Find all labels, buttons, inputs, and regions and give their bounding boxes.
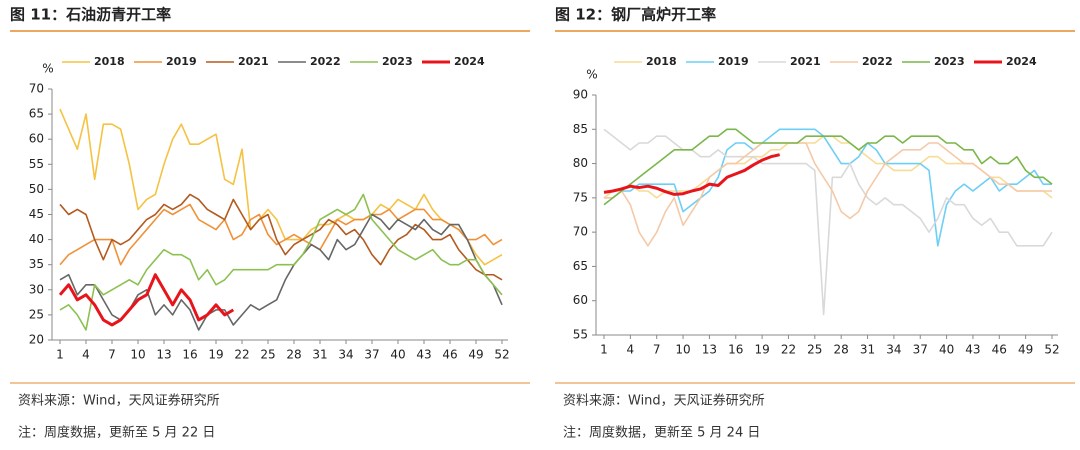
x-tick-label: 34 [338, 348, 353, 362]
x-tick-label: 31 [312, 348, 327, 362]
y-tick-label: 80 [573, 156, 588, 170]
x-tick-label: 13 [702, 343, 717, 357]
source: 资料来源：Wind，天风证券研究所 [563, 393, 765, 409]
series-line [603, 128, 1053, 206]
x-tick-label: 43 [416, 348, 431, 362]
x-tick-label: 52 [1044, 343, 1059, 357]
legend-label: 2019 [718, 55, 749, 68]
y-tick-label: 70 [573, 225, 588, 239]
legend-label: 2022 [862, 55, 893, 68]
legend-label: 2023 [934, 55, 965, 68]
x-tick-label: 43 [965, 343, 980, 357]
series-line [603, 153, 781, 196]
series-line [59, 213, 503, 331]
y-tick-label: 60 [29, 132, 44, 146]
x-tick-label: 49 [1018, 343, 1033, 357]
x-tick-label: 40 [939, 343, 954, 357]
x-tick-label: 25 [260, 348, 275, 362]
series-line [604, 128, 1052, 247]
legend-label: 2024 [454, 55, 485, 68]
x-tick-label: 28 [286, 348, 301, 362]
legend-label: 2023 [382, 55, 413, 68]
x-tick-label: 10 [130, 348, 145, 362]
x-tick-label: 52 [494, 348, 509, 362]
legend-label: 2021 [238, 55, 269, 68]
x-tick-label: 13 [156, 348, 171, 362]
y-tick-label: 55 [29, 157, 44, 171]
series-line [59, 193, 503, 331]
source: 资料来源：Wind，天风证券研究所 [18, 393, 220, 409]
x-tick-label: 19 [754, 343, 769, 357]
legend-label: 2022 [310, 55, 341, 68]
y-unit: % [42, 62, 53, 76]
x-tick-label: 46 [992, 343, 1007, 357]
x-tick-label: 7 [108, 348, 116, 362]
y-tick-label: 75 [573, 190, 588, 204]
note: 注：周度数据，更新至 5 月 22 日 [18, 425, 215, 441]
x-tick-label: 16 [182, 348, 197, 362]
series-line [603, 128, 1053, 316]
x-tick-label: 25 [807, 343, 822, 357]
x-tick-label: 10 [675, 343, 690, 357]
x-tick-label: 34 [886, 343, 901, 357]
series-line [604, 142, 1052, 247]
y-tick-label: 55 [573, 328, 588, 342]
legend-label: 2024 [1006, 55, 1037, 68]
x-tick-label: 37 [913, 343, 928, 357]
x-tick-label: 40 [390, 348, 405, 362]
x-tick-label: 16 [728, 343, 743, 357]
x-tick-label: 22 [781, 343, 796, 357]
x-tick-label: 28 [834, 343, 849, 357]
legend-label: 2018 [646, 55, 677, 68]
y-tick-label: 65 [573, 259, 588, 273]
y-tick-label: 60 [573, 293, 588, 307]
x-tick-label: 4 [82, 348, 90, 362]
x-tick-label: 37 [364, 348, 379, 362]
chart-title: 图 12：钢厂高炉开工率 [555, 6, 716, 24]
y-tick-label: 35 [29, 257, 44, 271]
y-tick-label: 65 [29, 107, 44, 121]
y-tick-label: 85 [573, 122, 588, 136]
x-tick-label: 19 [208, 348, 223, 362]
y-tick-label: 30 [29, 282, 44, 296]
y-tick-label: 45 [29, 207, 44, 221]
y-tick-label: 90 [573, 88, 588, 102]
legend-label: 2019 [166, 55, 197, 68]
x-tick-label: 31 [860, 343, 875, 357]
note: 注：周度数据，更新至 5 月 24 日 [563, 425, 760, 441]
y-tick-label: 25 [29, 307, 44, 321]
x-tick-label: 49 [468, 348, 483, 362]
x-tick-label: 22 [234, 348, 249, 362]
y-unit: % [586, 68, 597, 82]
x-tick-label: 7 [653, 343, 661, 357]
y-tick-label: 70 [29, 82, 44, 96]
y-tick-label: 20 [29, 333, 44, 347]
legend-label: 2018 [94, 55, 125, 68]
y-tick-label: 40 [29, 232, 44, 246]
x-tick-label: 1 [56, 348, 64, 362]
series-line [58, 273, 235, 327]
x-tick-label: 4 [627, 343, 635, 357]
series-line [59, 203, 503, 266]
x-tick-label: 1 [600, 343, 608, 357]
legend-label: 2021 [790, 55, 821, 68]
y-tick-label: 50 [29, 182, 44, 196]
series-line [59, 108, 503, 266]
x-tick-label: 46 [442, 348, 457, 362]
chart-title: 图 11：石油沥青开工率 [10, 6, 171, 24]
series-line [59, 193, 503, 281]
series-line [603, 135, 1053, 199]
